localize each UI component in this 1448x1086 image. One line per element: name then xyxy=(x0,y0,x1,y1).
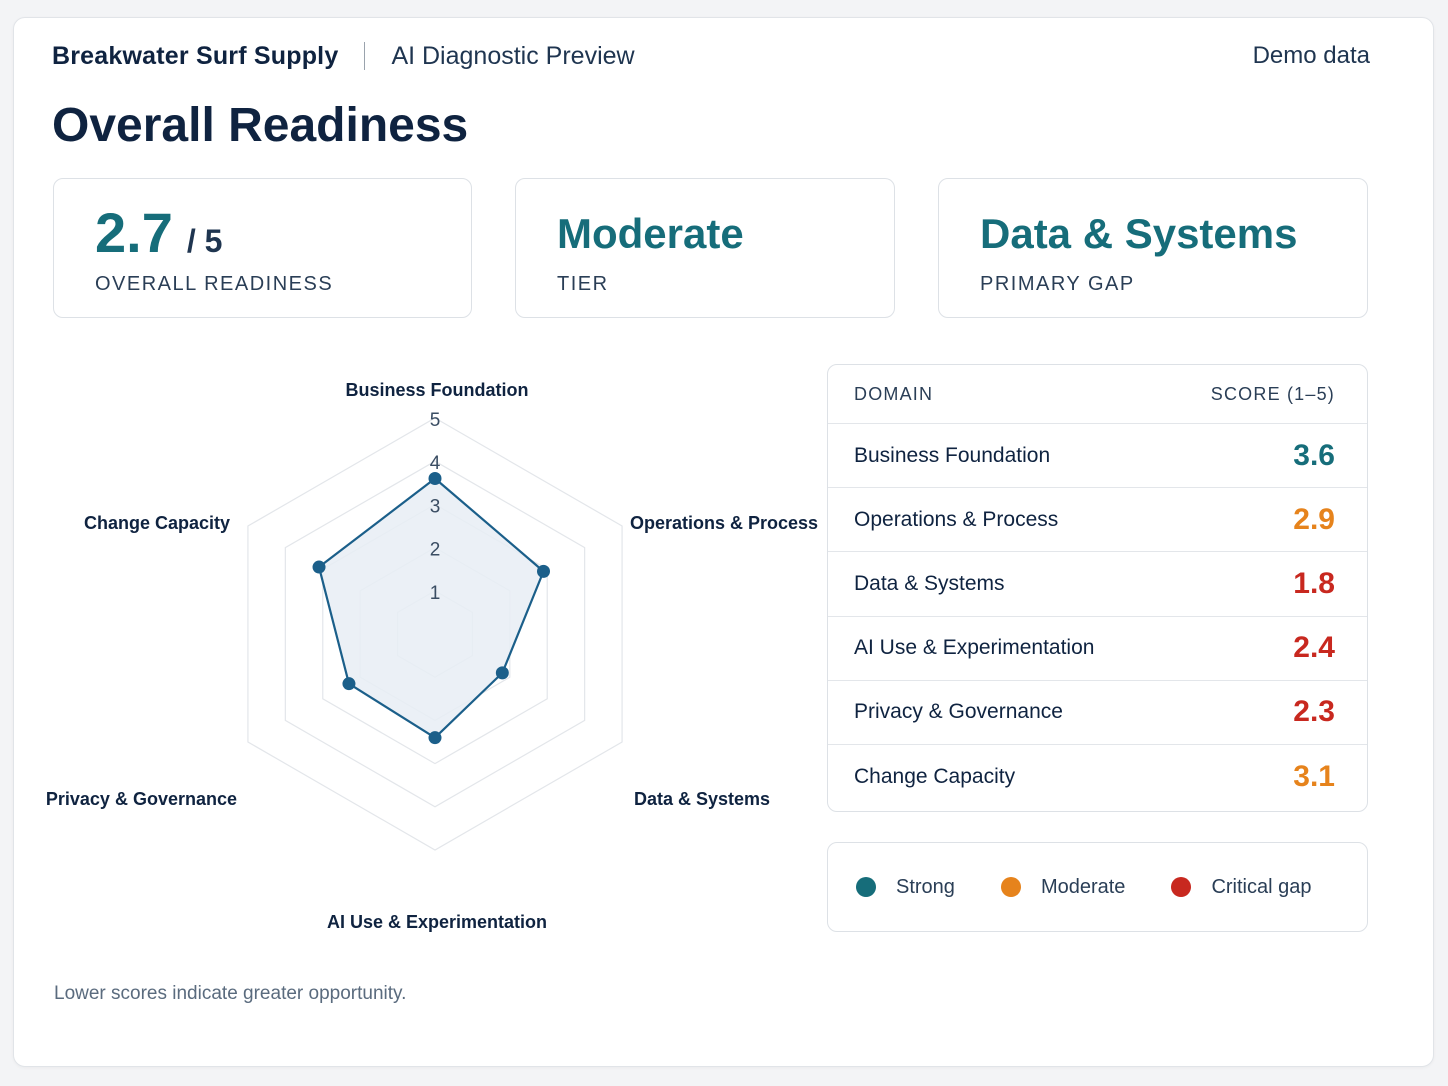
radar-axis-label: Privacy & Governance xyxy=(46,789,237,809)
radar-tick-label: 1 xyxy=(430,583,441,604)
row-score: 2.9 xyxy=(1293,502,1335,536)
table-body: Business Foundation 3.6 Operations & Proce… xyxy=(828,424,1367,809)
radar-tick-label: 3 xyxy=(430,496,441,517)
kpi-gap-value: Data & Systems xyxy=(980,210,1298,257)
radar-axis-label: Business Foundation xyxy=(345,380,528,400)
demo-data-tag: Demo data xyxy=(1252,42,1370,69)
kpi-readiness-value: 2.7 xyxy=(95,201,173,264)
legend-label: Strong xyxy=(896,875,955,898)
radar-tick-label: 5 xyxy=(430,410,441,431)
radar-data-point xyxy=(428,731,442,745)
brand-name: Breakwater Surf Supply xyxy=(52,41,339,70)
radar-series-area xyxy=(319,478,544,738)
score-legend: Strong Moderate Critical gap xyxy=(827,842,1368,932)
row-domain: Change Capacity xyxy=(854,765,1016,789)
table-row: Business Foundation 3.6 xyxy=(828,424,1367,489)
kpi-overall-readiness: 2.7/ 5 OVERALL READINESS xyxy=(53,178,472,318)
kpi-primary-gap: Data & Systems PRIMARY GAP xyxy=(938,178,1368,318)
legend-label: Critical gap xyxy=(1211,875,1312,898)
radar-axis-label: AI Use & Experimentation xyxy=(327,912,547,932)
header-divider xyxy=(364,42,366,70)
radar-data-point xyxy=(312,560,326,574)
col-score-header: SCORE (1–5) xyxy=(1210,383,1335,404)
radar-grid-ring xyxy=(247,417,623,851)
table-row: Privacy & Governance 2.3 xyxy=(828,681,1367,745)
table-row: Change Capacity 3.1 xyxy=(828,745,1367,809)
row-domain: Operations & Process xyxy=(854,507,1059,531)
legend-dot-icon xyxy=(1171,877,1192,897)
header: Breakwater Surf Supply AI Diagnostic Pre… xyxy=(52,38,1370,74)
legend-item: Moderate xyxy=(1000,875,1126,899)
kpi-readiness-value-wrap: 2.7/ 5 xyxy=(95,205,222,261)
legend-dot-icon xyxy=(856,877,876,897)
radar-axis-label: Data & Systems xyxy=(634,789,770,809)
row-score: 2.4 xyxy=(1293,631,1335,665)
row-score: 3.1 xyxy=(1293,760,1335,794)
radar-tick-label: 4 xyxy=(430,453,441,474)
radar-tick-label: 2 xyxy=(430,540,441,561)
kpi-tier-value: Moderate xyxy=(557,210,744,257)
legend-dot-icon xyxy=(1000,877,1021,897)
footnote: Lower scores indicate greater opportunit… xyxy=(54,983,407,1004)
row-score: 1.8 xyxy=(1293,566,1335,600)
kpi-tier: Moderate TIER xyxy=(515,178,895,318)
table-row: Data & Systems 1.8 xyxy=(828,552,1367,617)
col-domain-header: DOMAIN xyxy=(854,383,934,404)
legend-item: Strong xyxy=(856,876,955,899)
legend-item: Critical gap xyxy=(1171,876,1311,899)
row-domain: Business Foundation xyxy=(854,443,1051,467)
radar-data-point xyxy=(536,564,550,578)
header-subtitle: AI Diagnostic Preview xyxy=(391,41,635,70)
table-row: AI Use & Experimentation 2.4 xyxy=(828,617,1367,681)
radar-data-point xyxy=(495,666,509,680)
domain-score-table: DOMAIN SCORE (1–5) Business Foundation 3.… xyxy=(827,364,1368,812)
row-domain: Data & Systems xyxy=(854,571,1005,595)
radar-axis-label: Operations & Process xyxy=(630,513,818,533)
row-domain: Privacy & Governance xyxy=(854,700,1063,724)
kpi-gap-label: PRIMARY GAP xyxy=(980,273,1135,295)
legend-label: Moderate xyxy=(1040,875,1126,898)
kpi-readiness-label: OVERALL READINESS xyxy=(95,273,334,295)
radar-grid-ring xyxy=(284,460,586,808)
radar-data-point xyxy=(428,471,442,485)
row-domain: AI Use & Experimentation xyxy=(854,636,1095,660)
kpi-readiness-denominator: / 5 xyxy=(186,223,223,259)
row-score: 3.6 xyxy=(1293,438,1335,472)
radar-axis-label: Change Capacity xyxy=(84,513,230,533)
radar-chart: 1 2 3 4 5 Business Foundation Operations & Pro… xyxy=(46,380,818,932)
page-title: Overall Readiness xyxy=(52,99,469,152)
row-score: 2.3 xyxy=(1293,695,1335,729)
table-row: Operations & Process 2.9 xyxy=(828,488,1367,553)
radar-data-point xyxy=(342,677,356,691)
kpi-tier-label: TIER xyxy=(557,273,609,295)
table-header: DOMAIN SCORE (1–5) xyxy=(828,365,1367,424)
